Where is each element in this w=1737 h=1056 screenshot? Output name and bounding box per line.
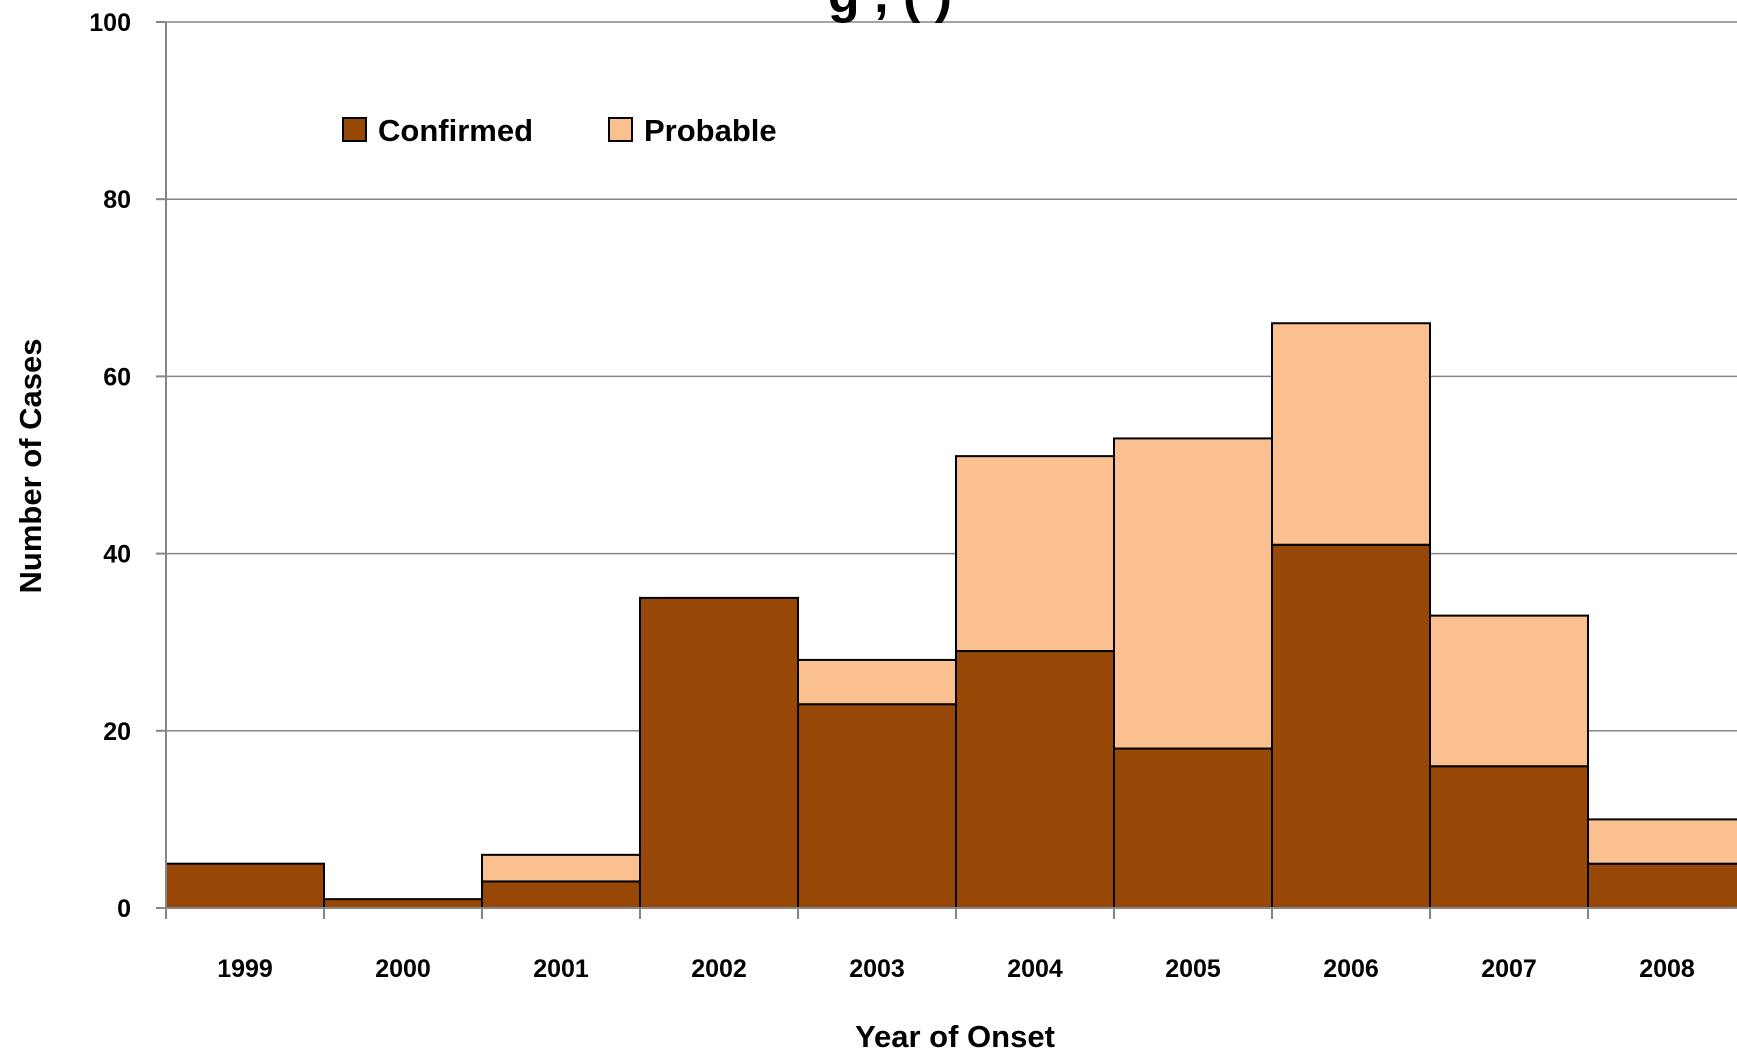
x-axis-title: Year of Onset — [855, 1019, 1055, 1054]
bar-confirmed-1999 — [165, 862, 325, 910]
x-tick-labels: 1999 2000 2001 2002 2003 2004 2005 2006 2007 2008 — [217, 955, 1695, 983]
bar-confirmed-2000 — [323, 898, 483, 910]
legend-label-confirmed: Confirmed — [378, 113, 533, 148]
y-tick-label: 60 — [103, 363, 131, 391]
x-tick-label: 2006 — [1323, 955, 1379, 983]
bar-probable-2005 — [1113, 437, 1273, 750]
bars — [165, 322, 1737, 910]
y-tick-label: 0 — [117, 895, 131, 923]
bar-confirmed-2001 — [481, 880, 641, 909]
bar-confirmed-2002 — [639, 596, 799, 910]
y-tick-label: 80 — [103, 186, 131, 214]
y-tick-label: 20 — [103, 718, 131, 746]
bar-probable-2006 — [1271, 322, 1431, 546]
bar-confirmed-2008 — [1587, 862, 1737, 910]
bar-confirmed-2007 — [1429, 765, 1589, 909]
legend-swatch-confirmed — [342, 117, 367, 142]
x-tick-label: 2005 — [1165, 955, 1221, 983]
x-tick-label: 2003 — [849, 955, 905, 983]
y-axis-title: Number of Cases — [13, 339, 48, 594]
x-tick-label: 2007 — [1481, 955, 1537, 983]
legend-swatch-probable — [608, 117, 633, 142]
legend: Confirmed Probable — [342, 113, 777, 148]
bar-probable-2007 — [1429, 614, 1589, 768]
axes — [156, 21, 1737, 919]
x-tick-label: 2002 — [691, 955, 747, 983]
bar-confirmed-2003 — [797, 703, 957, 909]
bar-probable-2004 — [955, 455, 1115, 653]
bar-confirmed-2006 — [1271, 543, 1431, 909]
y-tick-label: 40 — [103, 541, 131, 569]
x-tick-label: 2001 — [533, 955, 589, 983]
chart-title: g , ( ) — [828, 0, 952, 24]
y-tick-labels: 0 20 40 60 80 100 — [89, 9, 131, 923]
y-tick-label: 100 — [89, 9, 131, 37]
bar-probable-2001 — [481, 853, 641, 883]
x-tick-label: 2008 — [1639, 955, 1695, 983]
bar-confirmed-2005 — [1113, 747, 1273, 910]
bar-probable-2003 — [797, 658, 957, 706]
x-tick-label: 2004 — [1007, 955, 1063, 983]
legend-label-probable: Probable — [644, 113, 777, 148]
x-tick-label: 2000 — [375, 955, 431, 983]
bar-confirmed-2004 — [955, 650, 1115, 909]
x-tick-label: 1999 — [217, 955, 273, 983]
bar-probable-2008 — [1587, 818, 1737, 865]
